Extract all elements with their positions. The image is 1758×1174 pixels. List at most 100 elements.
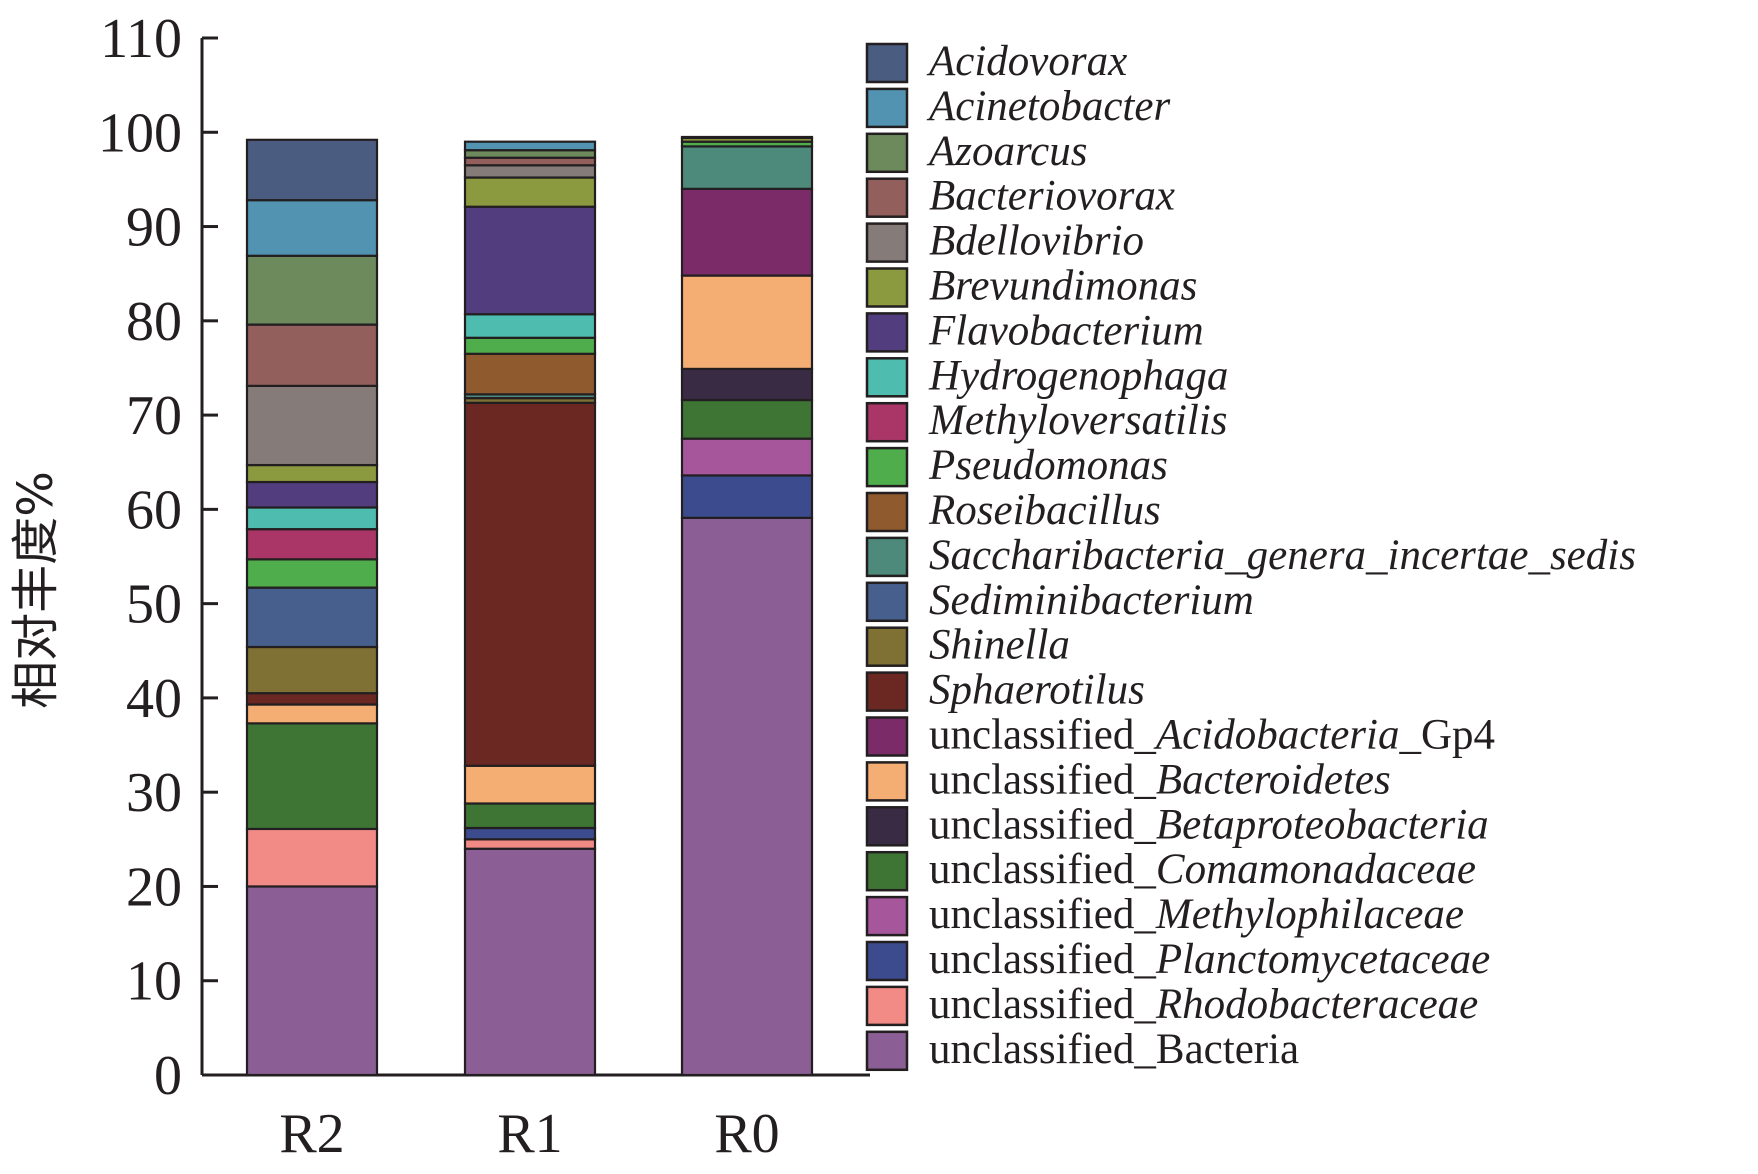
legend-swatch <box>865 626 909 667</box>
y-tick-label: 80 <box>126 291 182 353</box>
bar-segment-r0-unclassified-planctomycetaceae <box>680 474 814 519</box>
legend-label: unclassified_Betaproteobacteria <box>929 801 1489 848</box>
bar-segment-r2-sediminibacterium <box>245 586 379 649</box>
legend-swatch <box>865 581 909 623</box>
legend-label: unclassified_Bacteroidetes <box>929 756 1391 803</box>
legend-item-flavobacterium: Flavobacterium <box>865 307 1204 354</box>
legend-label: Acidovorax <box>926 38 1127 85</box>
legend-label: unclassified_Acidobacteria_Gp4 <box>929 712 1495 759</box>
legend-label: Brevundimonas <box>929 263 1197 310</box>
legend-item-bacteriovorax: Bacteriovorax <box>865 173 1175 220</box>
legend-swatch <box>865 357 909 398</box>
legend-item-acinetobacter: Acinetobacter <box>865 83 1170 130</box>
legend-swatch <box>865 536 909 578</box>
legend-label: unclassified_Rhodobacteraceae <box>929 981 1478 1028</box>
legend-item-azoarcus: Azoarcus <box>865 128 1087 175</box>
legend-item-unclassified-bacteria: unclassified_Bacteria <box>865 1026 1299 1073</box>
y-tick-label: 50 <box>126 574 182 636</box>
bar-segment-r2-pseudomonas <box>245 558 379 589</box>
legend-item-unclassified-planctomycetaceae: unclassified_Planctomycetaceae <box>865 936 1490 983</box>
bar-segment-r2-unclassified-bacteria <box>245 885 379 1077</box>
bar-segment-r1-unclassified-bacteroidetes <box>463 764 597 805</box>
bar-segment-r1-hydrogenophaga <box>463 313 597 339</box>
legend-swatch <box>865 806 909 847</box>
legend-item-methyloversatilis: Methyloversatilis <box>865 397 1228 444</box>
legend-item-bdellovibrio: Bdellovibrio <box>865 218 1144 265</box>
legend-swatch <box>865 1030 909 1072</box>
bar-segment-r1-unclassified-bacteria <box>463 847 597 1077</box>
bar-segment-r2-bdellovibrio <box>245 384 379 467</box>
legend-item-acidovorax: Acidovorax <box>865 38 1127 85</box>
bar-segment-r1-sphaerotilus <box>463 401 597 767</box>
bar-segment-r1-acinetobacter <box>463 140 597 152</box>
bar-segment-r2-azoarcus <box>245 254 379 326</box>
bar-segment-r2-flavobacterium <box>245 480 379 509</box>
y-axis: 0 10 20 30 40 50 60 70 80 90 100 110 <box>98 8 218 1107</box>
legend-item-unclassified-comamonadaceae: unclassified_Comamonadaceae <box>865 846 1476 893</box>
y-tick-label: 100 <box>98 102 182 164</box>
y-tick-label: 30 <box>126 762 182 824</box>
bar-segment-r2-hydrogenophaga <box>245 506 379 531</box>
y-axis-title: 相对丰度% <box>8 471 64 709</box>
legend-swatch <box>865 761 909 802</box>
bar-segment-r2-sphaerotilus <box>245 692 379 706</box>
legend-item-saccharibacteria-genera-incertae-sedis: Saccharibacteria_genera_incertae_sedis <box>865 532 1636 579</box>
bar-segment-r1-bdellovibrio <box>463 164 597 179</box>
legend-label: Flavobacterium <box>928 307 1204 354</box>
bar-segment-r1-unclassified-rhodobacteraceae <box>463 838 597 850</box>
legend-swatch <box>865 716 909 757</box>
legend-item-unclassified-bacteroidetes: unclassified_Bacteroidetes <box>865 756 1391 803</box>
legend-label: unclassified_Comamonadaceae <box>929 846 1476 893</box>
bar-segment-r2-bacteriovorax <box>245 323 379 387</box>
bar-segment-r2-acinetobacter <box>245 199 379 257</box>
bar-segment-r0-unclassified-methylophilaceae <box>680 437 814 477</box>
legend-item-unclassified-acidobacteria-gp4: unclassified_Acidobacteria_Gp4 <box>865 712 1495 759</box>
legend-label: Bdellovibrio <box>929 218 1144 265</box>
legend-label: Sediminibacterium <box>929 577 1254 624</box>
legend-swatch <box>865 985 909 1027</box>
y-tick-label: 40 <box>126 668 182 730</box>
bar-segment-r0-unclassified-bacteria <box>680 516 814 1077</box>
y-tick-label: 110 <box>100 8 182 70</box>
bar-segment-r2-brevundimonas <box>245 463 379 484</box>
y-tick-label: 70 <box>126 385 182 447</box>
bar-segment-r1-azoarcus <box>463 149 597 159</box>
legend-item-brevundimonas: Brevundimonas <box>865 263 1197 310</box>
legend-swatch <box>865 42 909 84</box>
legend-swatch <box>865 132 909 174</box>
x-tick-label-r0: R0 <box>714 1103 779 1165</box>
legend-label: Bacteriovorax <box>929 173 1175 220</box>
legend-label: unclassified_Bacteria <box>929 1026 1299 1073</box>
legend-swatch <box>865 671 909 712</box>
bar-segment-r0-saccharibacteria-genera-incertae-sedis <box>680 145 814 190</box>
x-tick-label-r2: R2 <box>279 1103 344 1165</box>
bar-segment-r2-unclassified-rhodobacteraceae <box>245 827 379 888</box>
legend-swatch <box>865 267 909 308</box>
bar-segment-r2-unclassified-bacteroidetes <box>245 703 379 725</box>
bar-segment-r1-unclassified-comamonadaceae <box>463 802 597 830</box>
legend-swatch <box>865 222 909 263</box>
y-tick-label: 60 <box>126 479 182 541</box>
legend-swatch <box>865 446 909 488</box>
y-tick-label: 10 <box>126 951 182 1013</box>
legend-item-pseudomonas: Pseudomonas <box>865 442 1168 489</box>
legend-item-unclassified-methylophilaceae: unclassified_Methylophilaceae <box>865 891 1464 938</box>
legend-label: unclassified_Methylophilaceae <box>929 891 1464 938</box>
bar-segment-r1-brevundimonas <box>463 176 597 208</box>
x-tick-label-r1: R1 <box>497 1103 562 1165</box>
legend-item-sphaerotilus: Sphaerotilus <box>865 667 1145 714</box>
bar-segment-r0-unclassified-acidobacteria-gp4 <box>680 187 814 277</box>
legend-item-unclassified-rhodobacteraceae: unclassified_Rhodobacteraceae <box>865 981 1478 1028</box>
x-axis: R2 R1 R0 <box>202 1073 870 1165</box>
bar-segment-r2-unclassified-comamonadaceae <box>245 722 379 831</box>
bar-segment-r1-unclassified-planctomycetaceae <box>463 826 597 841</box>
legend-item-hydrogenophaga: Hydrogenophaga <box>865 352 1228 399</box>
legend: AcidovoraxAcinetobacterAzoarcusBacteriov… <box>865 38 1636 1073</box>
legend-swatch <box>865 895 909 937</box>
bar-segment-r0-acidovorax <box>680 135 814 140</box>
legend-label: Roseibacillus <box>928 487 1161 534</box>
legend-item-roseibacillus: Roseibacillus <box>865 487 1161 534</box>
bar-segment-r2-acidovorax <box>245 138 379 202</box>
legend-label: Sphaerotilus <box>929 667 1145 714</box>
